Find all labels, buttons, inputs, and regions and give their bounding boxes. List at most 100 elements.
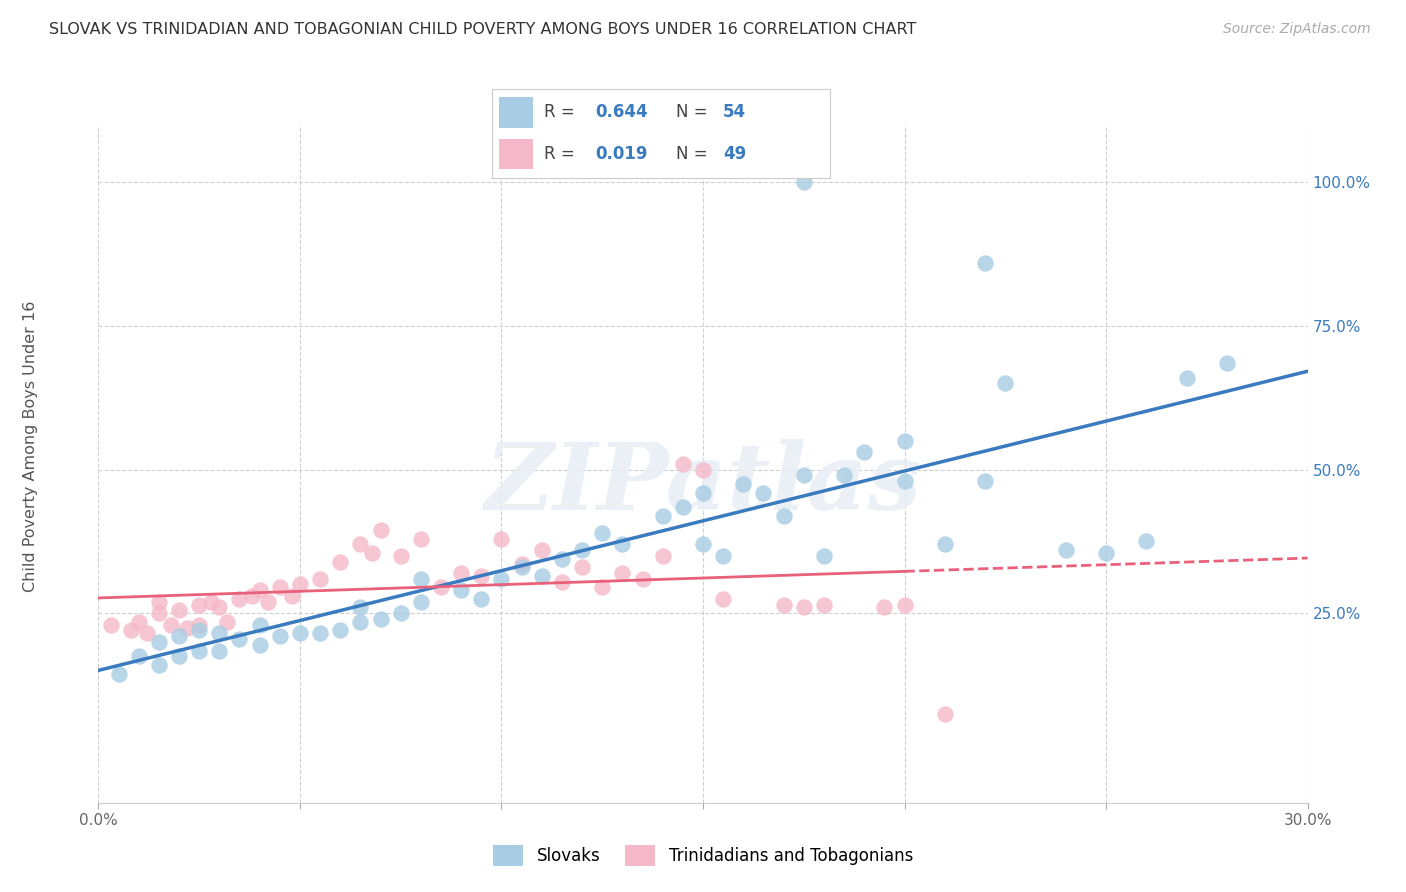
Point xyxy=(128,615,150,629)
Point xyxy=(893,434,915,448)
Point xyxy=(1095,546,1118,560)
Text: 49: 49 xyxy=(723,145,747,163)
Point xyxy=(349,615,371,629)
Point xyxy=(692,537,714,551)
Point xyxy=(208,626,231,640)
Point xyxy=(370,523,392,537)
Point xyxy=(692,485,714,500)
Point xyxy=(409,595,432,609)
Point xyxy=(711,549,734,563)
Point xyxy=(470,569,492,583)
Point xyxy=(228,591,250,606)
Point xyxy=(309,626,332,640)
Point xyxy=(974,474,997,488)
Point xyxy=(510,560,533,574)
Point xyxy=(409,572,432,586)
Point xyxy=(873,600,896,615)
Point xyxy=(793,600,815,615)
Point xyxy=(631,572,654,586)
Point xyxy=(288,577,311,591)
Point xyxy=(752,485,775,500)
Point xyxy=(672,457,695,471)
Point xyxy=(934,706,956,721)
Point xyxy=(208,600,231,615)
Point xyxy=(148,595,170,609)
Point xyxy=(128,649,150,664)
Text: Source: ZipAtlas.com: Source: ZipAtlas.com xyxy=(1223,22,1371,37)
Point xyxy=(1135,534,1157,549)
Point xyxy=(772,598,794,612)
Point xyxy=(491,532,513,546)
Point xyxy=(551,574,574,589)
Text: 0.644: 0.644 xyxy=(595,103,648,121)
Point xyxy=(772,508,794,523)
Point xyxy=(430,580,453,594)
Point xyxy=(672,500,695,514)
Point xyxy=(329,624,352,638)
Point xyxy=(167,649,190,664)
Point xyxy=(853,445,876,459)
Point xyxy=(571,560,593,574)
Point xyxy=(217,615,239,629)
Point xyxy=(249,583,271,598)
Point xyxy=(349,600,371,615)
Point xyxy=(148,606,170,620)
Point xyxy=(240,589,263,603)
Point xyxy=(349,537,371,551)
Point xyxy=(269,580,291,594)
Point xyxy=(733,477,755,491)
Point xyxy=(389,549,412,563)
Text: SLOVAK VS TRINIDADIAN AND TOBAGONIAN CHILD POVERTY AMONG BOYS UNDER 16 CORRELATI: SLOVAK VS TRINIDADIAN AND TOBAGONIAN CHI… xyxy=(49,22,917,37)
Point xyxy=(281,589,304,603)
Point xyxy=(530,569,553,583)
Point xyxy=(249,617,271,632)
Text: R =: R = xyxy=(544,103,581,121)
Legend: Slovaks, Trinidadians and Tobagonians: Slovaks, Trinidadians and Tobagonians xyxy=(486,838,920,872)
Point xyxy=(176,621,198,635)
FancyBboxPatch shape xyxy=(499,97,533,128)
FancyBboxPatch shape xyxy=(499,139,533,169)
Point xyxy=(188,624,211,638)
Point xyxy=(361,546,384,560)
Point xyxy=(450,566,472,580)
Point xyxy=(692,462,714,476)
Point xyxy=(228,632,250,646)
Point xyxy=(813,598,835,612)
Point xyxy=(591,580,613,594)
Point xyxy=(793,468,815,483)
Text: Child Poverty Among Boys Under 16: Child Poverty Among Boys Under 16 xyxy=(24,301,38,591)
Point xyxy=(167,603,190,617)
Point xyxy=(551,551,574,566)
Point xyxy=(893,598,915,612)
Point xyxy=(974,256,997,270)
Text: N =: N = xyxy=(676,103,713,121)
Point xyxy=(409,532,432,546)
Point xyxy=(288,626,311,640)
Point xyxy=(832,468,855,483)
Point xyxy=(1175,370,1198,384)
Point xyxy=(269,629,291,643)
Point xyxy=(160,617,183,632)
Text: 54: 54 xyxy=(723,103,747,121)
Text: N =: N = xyxy=(676,145,713,163)
Point xyxy=(208,643,231,657)
Point xyxy=(612,537,634,551)
Point xyxy=(167,629,190,643)
Point xyxy=(188,617,211,632)
Text: 0.019: 0.019 xyxy=(595,145,648,163)
Point xyxy=(309,572,332,586)
Point xyxy=(994,376,1017,391)
Point xyxy=(188,598,211,612)
Point xyxy=(893,474,915,488)
Point xyxy=(793,175,815,189)
Point xyxy=(120,624,142,638)
Point xyxy=(389,606,412,620)
Point xyxy=(530,543,553,558)
Point xyxy=(591,525,613,540)
Point xyxy=(100,617,122,632)
Point xyxy=(107,666,129,681)
Point xyxy=(148,635,170,649)
Point xyxy=(329,554,352,568)
Point xyxy=(571,543,593,558)
Point xyxy=(813,549,835,563)
